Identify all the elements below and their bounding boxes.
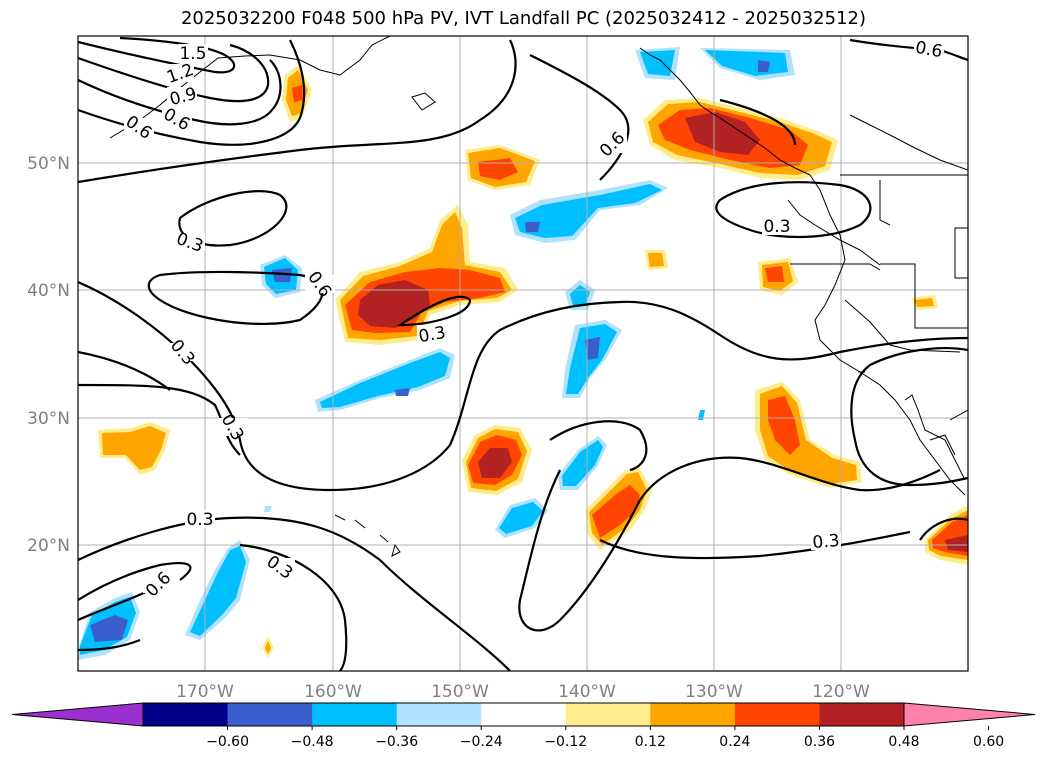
contour-label: 0.3 [186,510,213,530]
colorbar-segment [650,703,736,726]
colorbar-tick-label: 0.48 [888,734,919,750]
lon-label: 150°W [431,682,489,702]
colorbar-tick-label: −0.60 [206,734,249,750]
lat-label: 20°N [27,536,70,556]
colorbar-tick-label: 0.36 [804,734,835,750]
colorbar: −0.60 −0.48 −0.36 −0.24 −0.12 0.12 0.24 0.36 0.4… [11,702,1036,750]
colorbar-extend-low [11,702,144,727]
longitude-labels: 170°W 160°W 150°W 140°W 130°W 120°W [176,682,870,702]
colorbar-tick-label: 0.12 [635,734,666,750]
map-frame [77,35,969,672]
contour-label: 0.3 [812,531,841,553]
colorbar-tick-label: −0.24 [460,734,503,750]
colorbar-segment [819,703,905,726]
contour-label: 0.3 [417,323,447,347]
lat-label: 50°N [27,154,70,174]
lon-label: 170°W [176,682,234,702]
lat-label: 40°N [27,281,70,301]
lat-label: 30°N [27,409,70,429]
colorbar-segment [396,703,482,726]
colorbar-outline [142,702,905,727]
colorbar-extend-high [903,702,1036,727]
contour-label: 1.5 [179,44,206,64]
colorbar-segment [312,703,398,726]
contour-label: 0.3 [763,217,790,237]
lon-label: 160°W [304,682,362,702]
pv-contour-label-backgrounds [124,40,944,593]
colorbar-segment [734,703,820,726]
colorbar-tick-label: −0.12 [544,734,587,750]
colorbar-tick-label: 0.24 [719,734,750,750]
colorbar-tick-label: −0.48 [291,734,334,750]
colorbar-tick-label: −0.36 [375,734,418,750]
colorbar-segment [227,703,313,726]
colorbar-tick-label: 0.60 [973,734,1004,750]
lat-lon-grid [78,36,968,671]
colorbar-segment [481,703,567,726]
latitude-labels: 50°N 40°N 30°N 20°N [27,154,70,556]
pv-contours [78,36,968,671]
map-area: 1.5 1.2 0.9 0.6 0.6 0.3 0.6 0.3 0.3 0.3 … [78,36,968,671]
colorbar-segment [565,703,651,726]
contour-label: 0.6 [914,38,944,62]
lon-label: 130°W [685,682,743,702]
map-title: 2025032200 F048 500 hPa PV, IVT Landfall… [180,8,867,29]
colorbar-segment [143,703,229,726]
lon-label: 140°W [558,682,616,702]
lon-label: 120°W [812,682,870,702]
ivt-negative-shading [78,47,795,660]
